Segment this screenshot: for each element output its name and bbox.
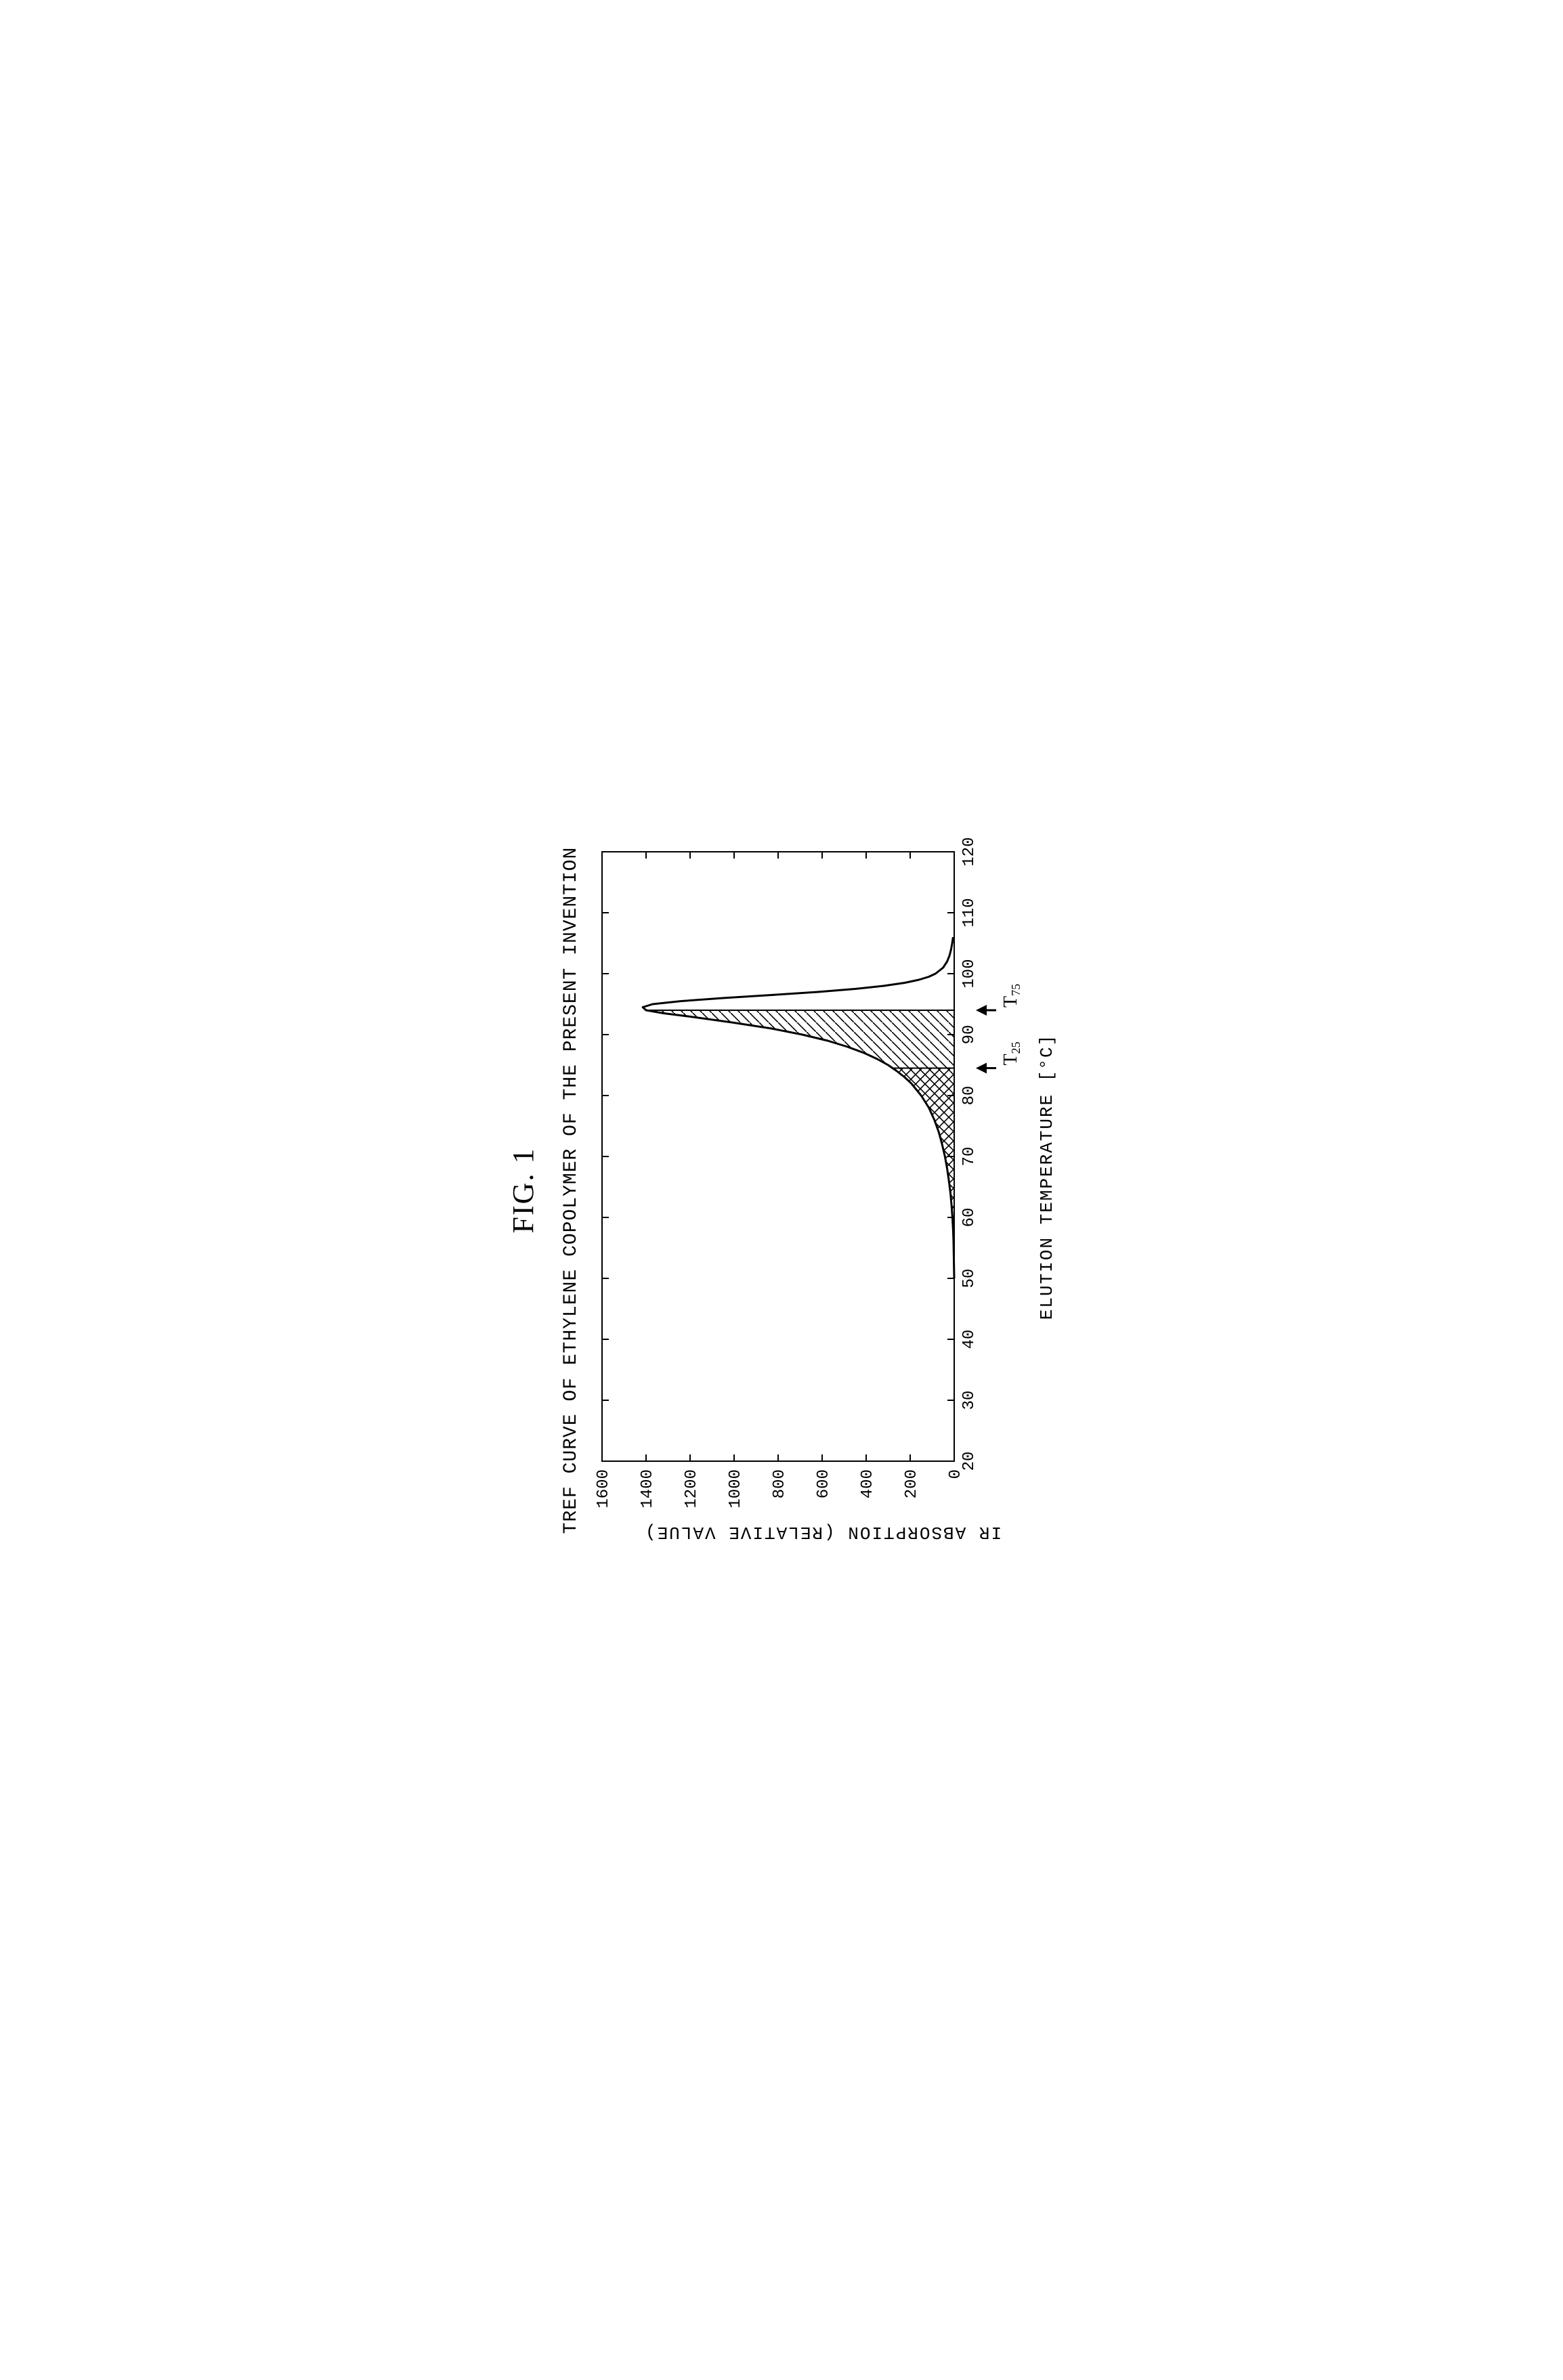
x-tick-label: 50	[960, 1268, 979, 1288]
annotation-label-T75: T75	[1000, 983, 1023, 1007]
y-tick-label: 1000	[727, 1469, 745, 1509]
y-tick-label: 1200	[683, 1469, 701, 1509]
annotation-label-T25: T25	[1000, 1041, 1023, 1065]
x-tick-label: 60	[960, 1207, 979, 1227]
x-tick-label: 120	[960, 838, 979, 867]
y-tick-label: 0	[947, 1469, 965, 1479]
y-tick-label: 600	[815, 1469, 833, 1498]
y-tick-label: 800	[771, 1469, 789, 1498]
x-tick-label: 100	[960, 959, 979, 988]
y-tick-label: 1400	[639, 1469, 657, 1509]
chart-title: TREF CURVE OF ETHYLENE COPOLYMER OF THE …	[561, 846, 582, 1534]
figure-page: FIG. 1 TREF CURVE OF ETHYLENE COPOLYMER …	[506, 838, 1057, 1542]
arrow-head-T25	[976, 1062, 987, 1073]
chart-container: IR ABSORPTION (RELATIVE VALUE) 20 30 40 50 6…	[588, 838, 1057, 1542]
x-tick-label: 40	[960, 1329, 979, 1349]
y-axis-label: IR ABSORPTION (RELATIVE VALUE)	[644, 1522, 1002, 1542]
x-tick-label: 20	[960, 1451, 979, 1471]
x-tick-label: 70	[960, 1146, 979, 1166]
x-tick-label: 80	[960, 1085, 979, 1105]
arrow-head-T75	[976, 1005, 987, 1016]
hatch-diag	[646, 1010, 954, 1068]
plot-frame	[602, 852, 954, 1461]
tref-curve	[643, 937, 954, 1278]
figure-label: FIG. 1	[506, 1147, 540, 1233]
y-tick-label: 400	[859, 1469, 877, 1498]
x-axis-label: ELUTION TEMPERATURE [°C]	[1037, 1033, 1057, 1319]
x-tick-label: 90	[960, 1024, 979, 1044]
y-tick-label: 200	[903, 1469, 921, 1498]
tref-chart: 2030405060708090100110120020040060080010…	[588, 838, 1029, 1515]
chart-column: 2030405060708090100110120020040060080010…	[588, 838, 1057, 1515]
y-tick-label: 1600	[595, 1469, 613, 1509]
x-tick-label: 30	[960, 1390, 979, 1410]
x-tick-label: 110	[960, 898, 979, 927]
